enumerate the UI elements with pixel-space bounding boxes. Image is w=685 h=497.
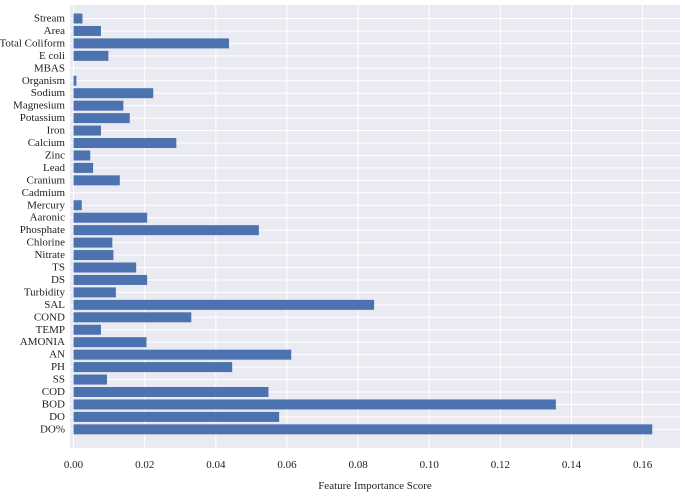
y-tick-label: COND: [34, 311, 65, 323]
x-tick-label: 0.00: [64, 459, 84, 471]
x-tick-label: 0.12: [491, 459, 510, 471]
y-tick-label: Calcium: [28, 137, 66, 149]
bar-area: [73, 25, 101, 36]
y-tick-label: Aaronic: [30, 212, 66, 224]
y-tick-label: Cranium: [27, 174, 66, 186]
grid-lines: [70, 5, 680, 448]
y-tick-label: Iron: [47, 125, 66, 137]
bar-sodium: [73, 88, 154, 99]
bar-an: [73, 349, 292, 360]
bar-ph: [73, 362, 233, 373]
y-tick-label: COD: [42, 386, 65, 398]
bar-stream: [73, 13, 83, 24]
bar-amonia: [73, 337, 147, 348]
y-tick-label: Phosphate: [20, 224, 65, 236]
y-tick-label: Lead: [43, 162, 65, 174]
y-tick-label: Magnesium: [13, 100, 65, 112]
bar-mercury: [73, 200, 82, 211]
bar-e-coli: [73, 50, 109, 61]
y-tick-label: Area: [44, 25, 65, 37]
y-tick-label: E coli: [39, 50, 65, 62]
x-tick-label: 0.04: [206, 459, 226, 471]
y-tick-label: Cadmium: [22, 187, 66, 199]
bar-bod: [73, 399, 556, 410]
y-tick-label: AMONIA: [20, 336, 65, 348]
bar-calcium: [73, 138, 177, 148]
x-tick-label: 0.14: [562, 459, 582, 471]
bar-magnesium: [73, 100, 124, 111]
y-tick-label: DO%: [40, 423, 65, 435]
x-tick-label: 0.16: [633, 459, 653, 471]
bar-phosphate: [73, 225, 259, 236]
bar-total-coliform: [73, 38, 229, 49]
y-tick-label: DO: [49, 411, 65, 423]
bar-potassium: [73, 113, 130, 124]
bar-ss: [73, 374, 107, 385]
bar-lead: [73, 162, 94, 173]
bars: [73, 13, 653, 435]
bar-aaronic: [73, 212, 148, 223]
bar-ts: [73, 262, 137, 273]
bar-sal: [73, 299, 375, 310]
x-tick-label: 0.06: [277, 459, 297, 471]
bar-turbidity: [73, 287, 116, 298]
y-tick-label: Chlorine: [27, 237, 66, 249]
y-tick-label: Sodium: [31, 87, 66, 99]
y-tick-label: MBAS: [34, 62, 65, 74]
bar-cranium: [73, 175, 120, 186]
y-tick-label: PH: [51, 361, 65, 373]
y-tick-label: Potassium: [20, 112, 66, 124]
y-tick-label: BOD: [42, 398, 65, 410]
bar-zinc: [73, 150, 91, 161]
y-tick-label: Mercury: [27, 199, 65, 211]
y-tick-label: Zinc: [45, 149, 65, 161]
bar-nitrate: [73, 250, 114, 261]
y-tick-label: SS: [53, 374, 65, 386]
y-tick-label: Turbidity: [24, 286, 66, 298]
y-tick-label: DS: [51, 274, 65, 286]
bar-do-: [73, 424, 653, 435]
y-tick-label: Nitrate: [34, 249, 65, 261]
x-tick-labels: 0.00 0.02 0.04 0.06 0.08 0.10 0.12 0.14 0.16: [64, 459, 653, 471]
y-tick-label: TEMP: [36, 324, 65, 336]
bar-cod: [73, 387, 269, 397]
x-axis-label: Feature Importance Score: [318, 480, 432, 492]
x-tick-label: 0.02: [135, 459, 154, 471]
y-tick-label: Stream: [34, 13, 66, 25]
bar-do: [73, 411, 280, 422]
y-tick-label: TS: [52, 262, 65, 274]
bar-organism: [73, 75, 77, 86]
x-tick-label: 0.08: [348, 459, 368, 471]
bar-iron: [73, 125, 101, 136]
bar-cond: [73, 312, 192, 323]
y-tick-label: SAL: [44, 299, 65, 311]
bar-ds: [73, 274, 148, 285]
x-tick-label: 0.10: [420, 459, 440, 471]
bar-chlorine: [73, 237, 113, 248]
y-tick-label: Total Coliform: [0, 37, 65, 49]
bar-temp: [73, 324, 101, 335]
y-tick-label: Organism: [22, 75, 66, 87]
y-tick-label: AN: [49, 349, 65, 361]
